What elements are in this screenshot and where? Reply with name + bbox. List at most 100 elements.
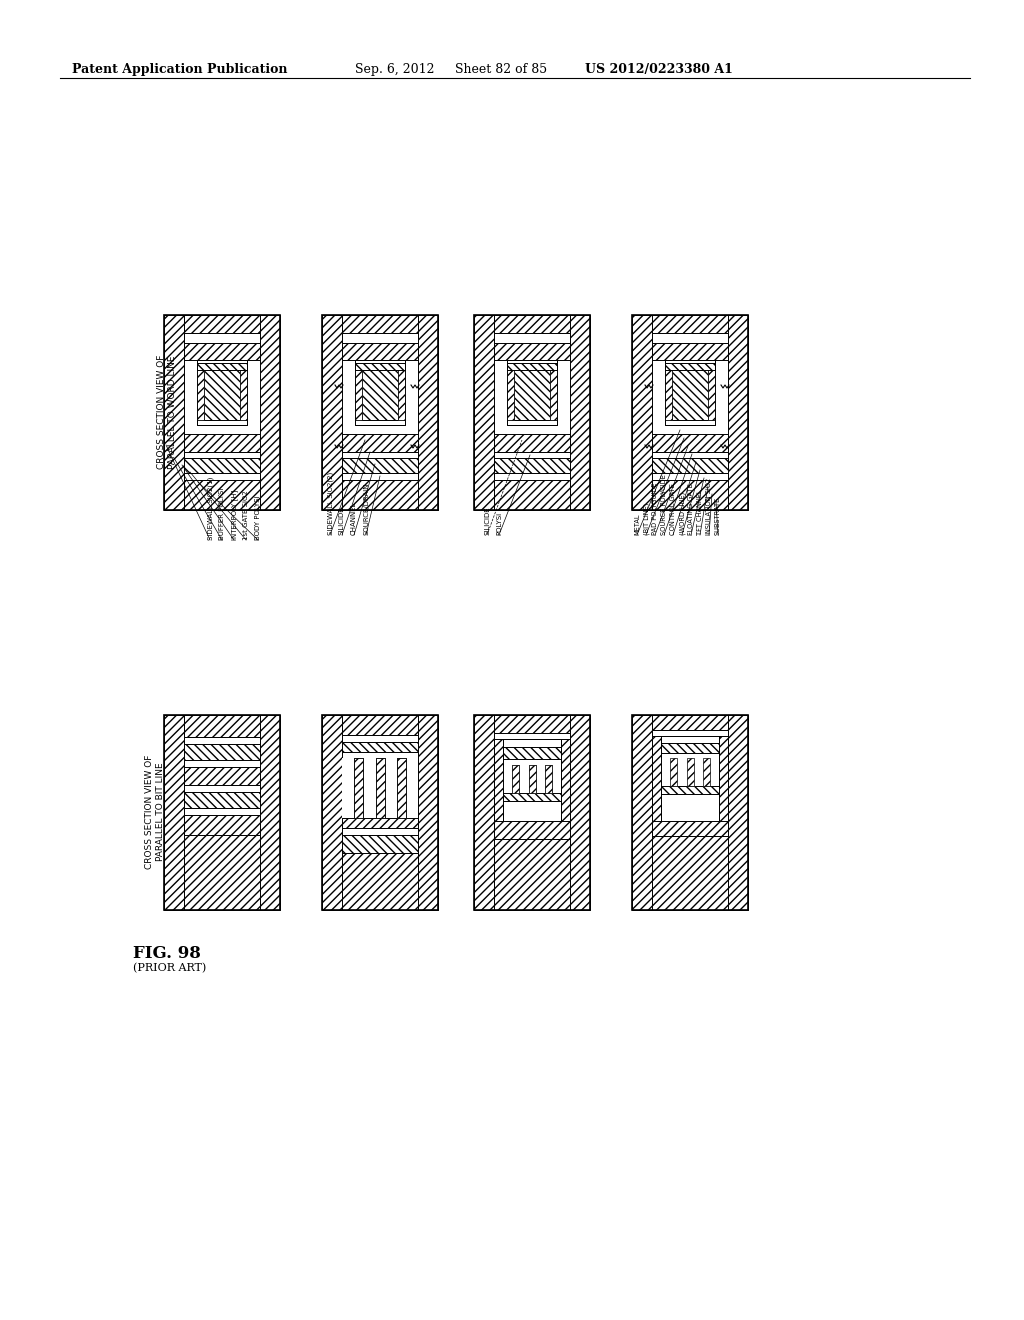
Bar bbox=[507, 420, 557, 425]
Bar bbox=[503, 759, 561, 766]
Bar bbox=[184, 343, 260, 360]
Bar bbox=[652, 737, 662, 836]
Bar bbox=[197, 360, 247, 425]
Bar bbox=[662, 785, 719, 795]
Bar bbox=[503, 793, 561, 801]
Bar bbox=[164, 715, 184, 909]
Bar bbox=[503, 747, 561, 759]
Bar bbox=[672, 370, 708, 420]
Bar bbox=[494, 434, 570, 451]
Bar bbox=[507, 360, 557, 363]
Bar bbox=[671, 758, 677, 785]
Bar bbox=[184, 808, 260, 814]
Bar bbox=[652, 836, 728, 909]
Bar bbox=[665, 360, 715, 425]
Bar bbox=[376, 758, 384, 818]
Bar bbox=[662, 743, 719, 752]
Bar bbox=[184, 744, 260, 760]
Bar bbox=[342, 752, 418, 758]
Bar bbox=[652, 333, 728, 343]
Bar bbox=[570, 715, 590, 909]
Bar bbox=[507, 363, 557, 370]
Bar bbox=[418, 315, 438, 510]
Bar bbox=[342, 828, 418, 836]
Bar bbox=[322, 315, 342, 510]
Bar bbox=[184, 451, 260, 458]
Bar bbox=[512, 766, 519, 793]
Bar bbox=[184, 333, 260, 343]
Text: 1st GATE SiO2: 1st GATE SiO2 bbox=[243, 490, 249, 540]
Bar bbox=[503, 766, 561, 793]
Bar bbox=[474, 315, 494, 510]
Bar bbox=[494, 458, 570, 473]
Bar bbox=[418, 715, 438, 909]
Bar bbox=[396, 758, 406, 818]
Text: FLOATING GATE: FLOATING GATE bbox=[688, 483, 694, 535]
Bar bbox=[355, 363, 406, 370]
Bar bbox=[494, 715, 570, 733]
Bar bbox=[545, 766, 552, 793]
Bar bbox=[507, 360, 557, 425]
Bar bbox=[342, 333, 418, 343]
Bar bbox=[184, 480, 260, 510]
Bar bbox=[503, 739, 561, 747]
Bar bbox=[342, 853, 418, 909]
Bar bbox=[197, 360, 247, 363]
Bar bbox=[561, 739, 570, 840]
Text: (BIT LINE): (BIT LINE) bbox=[643, 503, 649, 535]
Bar bbox=[355, 360, 406, 363]
Bar bbox=[686, 758, 693, 785]
Text: CROSS SECTION VIEW OF
PARALLEL TO WORD LINE: CROSS SECTION VIEW OF PARALLEL TO WORD L… bbox=[158, 355, 177, 469]
Text: SOURCE POLYCIDE: SOURCE POLYCIDE bbox=[662, 474, 667, 535]
Bar bbox=[184, 814, 260, 836]
Bar bbox=[652, 480, 728, 510]
Bar bbox=[184, 767, 260, 785]
Text: Sheet 82 of 85: Sheet 82 of 85 bbox=[455, 63, 547, 77]
Bar bbox=[662, 752, 719, 758]
Bar bbox=[184, 434, 260, 451]
Bar bbox=[355, 360, 406, 425]
Bar bbox=[342, 480, 418, 510]
Bar bbox=[514, 370, 550, 420]
Bar bbox=[662, 795, 719, 821]
Bar bbox=[184, 715, 260, 737]
Bar bbox=[376, 758, 384, 818]
Text: BODY POLYSi: BODY POLYSi bbox=[255, 495, 261, 540]
Bar bbox=[494, 840, 570, 909]
Bar bbox=[652, 715, 728, 730]
Bar bbox=[474, 315, 590, 510]
Bar bbox=[184, 760, 260, 767]
Bar bbox=[494, 315, 570, 333]
Text: CHANNEL: CHANNEL bbox=[351, 502, 357, 535]
Text: Patent Application Publication: Patent Application Publication bbox=[72, 63, 288, 77]
Bar bbox=[355, 370, 362, 420]
Bar bbox=[164, 315, 280, 510]
Bar bbox=[728, 315, 748, 510]
Bar bbox=[342, 343, 418, 360]
Bar bbox=[507, 370, 514, 420]
Bar bbox=[342, 836, 418, 853]
Bar bbox=[342, 758, 418, 818]
Bar bbox=[662, 737, 719, 743]
Bar bbox=[342, 735, 418, 742]
Bar bbox=[164, 315, 184, 510]
Bar bbox=[342, 451, 418, 458]
Text: SIDEWALL SiO2(2): SIDEWALL SiO2(2) bbox=[327, 471, 334, 535]
Bar bbox=[184, 737, 260, 744]
Text: INSULATION SiO2: INSULATION SiO2 bbox=[706, 478, 712, 535]
Bar bbox=[354, 758, 364, 818]
Bar bbox=[632, 315, 748, 510]
Bar bbox=[197, 363, 247, 370]
Bar bbox=[665, 363, 715, 370]
Bar bbox=[652, 315, 728, 333]
Text: SUBSTRATE: SUBSTRATE bbox=[715, 496, 721, 535]
Bar bbox=[260, 315, 280, 510]
Text: US 2012/0223380 A1: US 2012/0223380 A1 bbox=[585, 63, 733, 77]
Bar bbox=[474, 715, 494, 909]
Bar bbox=[570, 315, 590, 510]
Bar bbox=[708, 370, 715, 420]
Bar bbox=[494, 733, 570, 739]
Bar bbox=[494, 343, 570, 360]
Bar bbox=[494, 333, 570, 343]
Bar bbox=[184, 315, 260, 333]
